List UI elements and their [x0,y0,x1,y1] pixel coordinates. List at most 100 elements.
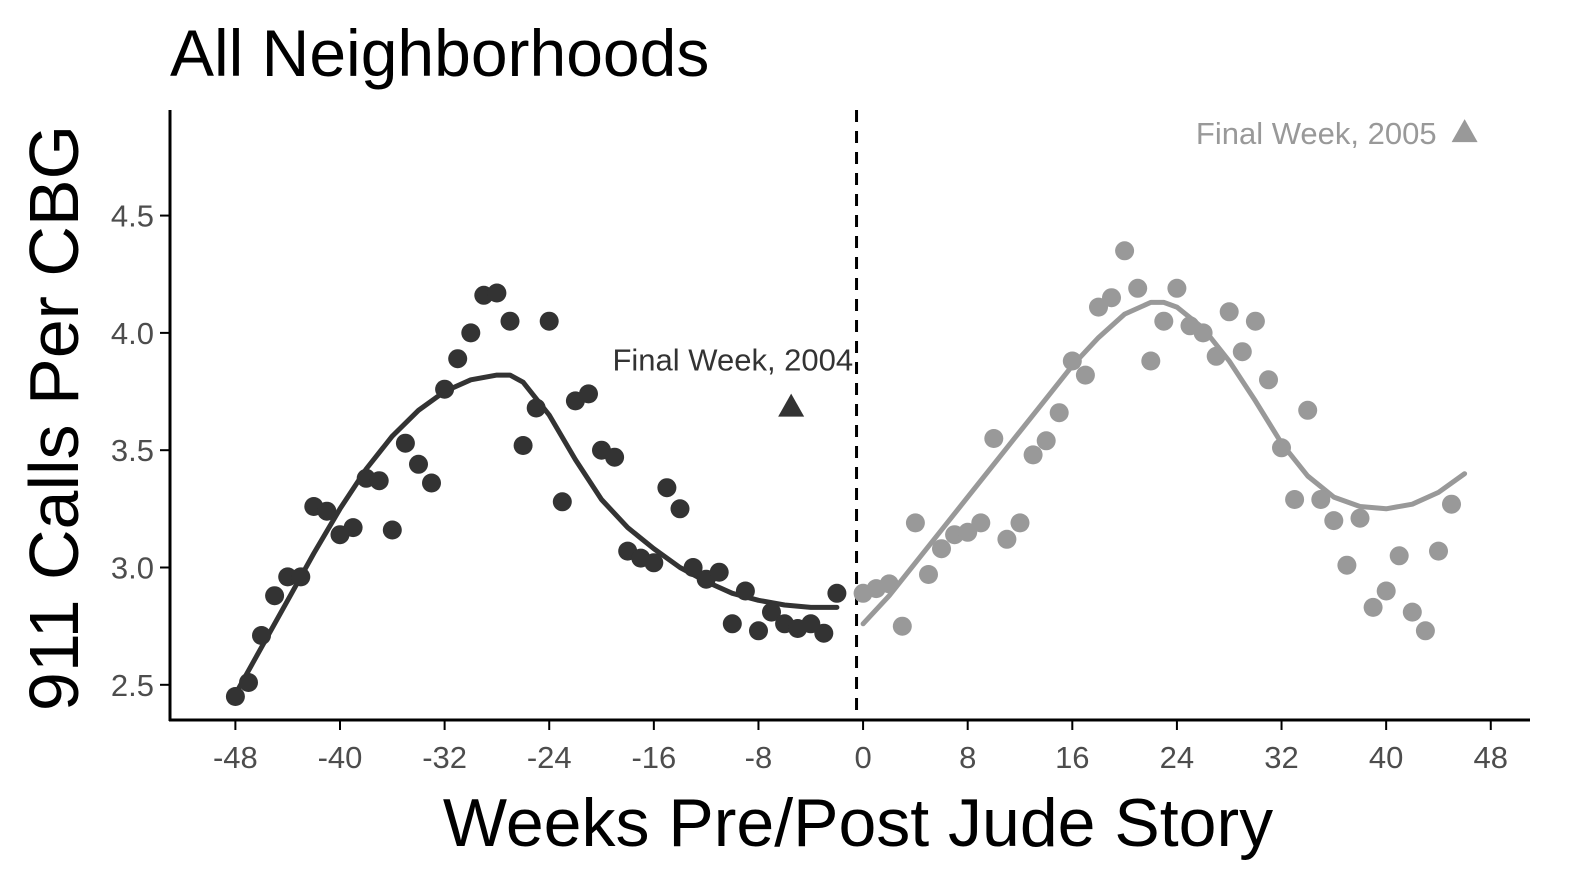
final-week-label: Final Week, 2005 [1196,116,1437,151]
x-tick-label: 48 [1474,740,1508,775]
y-tick-label: 4.0 [111,316,154,351]
x-tick-label: 16 [1055,740,1089,775]
smooth-line-pre [232,372,840,697]
data-point-post [1219,302,1239,322]
data-point-post [1010,513,1030,533]
data-point-post [1128,278,1148,298]
axes [168,110,1530,722]
x-tick-label: 32 [1264,740,1298,775]
data-point-pre [239,673,258,692]
x-tick-label: -40 [318,740,363,775]
data-point-pre [435,379,455,399]
final-week-marker [1451,119,1478,143]
data-point-post [1049,403,1069,423]
smooth-line-post [860,299,1468,627]
data-point-post [1245,311,1265,331]
data-point-pre [252,626,271,645]
data-point-post [971,513,991,533]
data-point-post [1259,370,1278,390]
y-tick-label: 3.0 [111,551,154,586]
data-point-pre [605,447,625,467]
data-point-post [1376,581,1396,601]
data-point-post [932,539,951,559]
x-tick-label: 24 [1160,740,1194,775]
smooth-lines [232,299,1468,697]
data-point-post [905,513,925,533]
data-point-pre [670,499,690,519]
data-point-post [1285,490,1305,509]
data-point-pre [513,436,533,455]
data-point-pre [487,283,507,303]
data-point-pre [448,349,468,369]
data-point-pre [343,518,363,538]
data-point-pre [278,567,298,587]
data-point-post [1167,278,1187,298]
data-point-post [1429,541,1448,561]
data-point-pre [709,562,729,582]
data-point-post [1036,431,1056,451]
data-point-post [1023,445,1043,465]
data-point-post [958,522,978,542]
y-axis-label: 911 Calls Per CBG [15,125,93,711]
data-points [225,241,1461,706]
x-tick-label: -8 [745,740,773,775]
x-tick-label: -48 [213,740,258,775]
data-point-pre [422,473,441,493]
data-point-post [1402,602,1422,622]
x-tick-label: 0 [854,740,871,775]
data-point-post [919,565,938,584]
x-tick-label: 40 [1369,740,1403,775]
data-point-post [1415,621,1435,641]
data-point-post [1324,511,1344,531]
data-point-post [1102,288,1121,308]
data-point-pre [722,614,742,634]
data-point-post [879,574,899,594]
x-tick-label: -32 [422,740,467,775]
y-tick-label: 2.5 [111,668,154,703]
data-point-pre [579,384,598,404]
data-point-pre [225,687,245,706]
data-point-post [1442,494,1461,514]
y-tick-label: 3.5 [111,433,154,468]
data-point-pre [291,567,311,587]
data-point-post [1206,346,1226,366]
data-point-post [1350,508,1370,528]
data-point-post [1062,351,1082,371]
data-point-post [1232,342,1252,362]
data-point-post [1154,311,1174,331]
data-point-pre [382,520,402,540]
annotations: Final Week, 2004 Final Week, 2005 [612,116,1478,417]
final-week-marker [778,393,805,417]
data-point-pre [814,623,834,643]
data-point-post [892,616,912,636]
data-point-pre [369,471,389,491]
data-point-post [1337,555,1357,575]
data-point-post [1389,546,1409,566]
data-point-pre [762,602,781,622]
data-point-post [1193,323,1213,343]
data-point-pre [657,478,677,498]
data-point-pre [827,583,847,603]
y-tick-label: 4.5 [111,199,154,234]
data-point-pre [409,454,428,474]
data-point-post [1075,365,1095,385]
data-point-post [1141,351,1161,371]
chart-title: All Neighborhoods [170,16,709,90]
data-point-post [1115,241,1135,261]
x-tick-label: 8 [959,740,976,775]
x-axis-label: Weeks Pre/Post Jude Story [443,785,1273,861]
data-point-pre [749,621,768,641]
data-point-pre [683,558,703,577]
y-ticks: 2.5 3.0 3.5 4.0 4.5 [111,199,170,703]
data-point-pre [395,433,415,453]
data-point-pre [526,398,546,418]
data-point-pre [265,586,285,606]
data-point-post [984,429,1004,448]
data-point-pre [317,501,337,521]
data-point-post [1298,400,1318,420]
x-tick-label: -16 [631,740,676,775]
x-tick-label: -24 [527,740,572,775]
data-point-post [1272,438,1291,458]
data-point-post [1363,597,1383,617]
